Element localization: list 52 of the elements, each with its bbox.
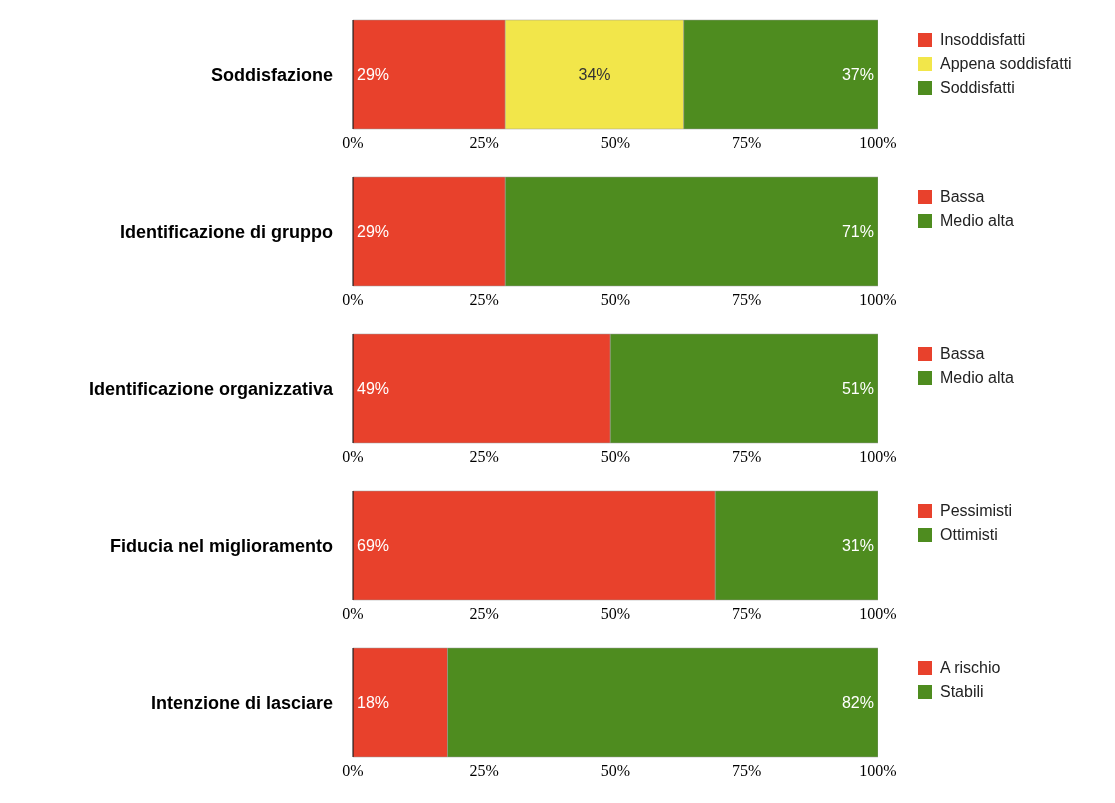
data-label: 82% <box>841 694 874 712</box>
x-tick-label: 50% <box>600 605 631 623</box>
x-tick-label: 0% <box>342 605 364 623</box>
x-tick-label: 75% <box>732 291 762 309</box>
x-tick-label: 100% <box>859 605 897 623</box>
x-tick-label: 100% <box>859 448 897 466</box>
legend-label: Insoddisfatti <box>940 30 1026 50</box>
text: Medio alta <box>940 368 1014 388</box>
data-label: 51% <box>841 380 874 398</box>
text: Soddisfatti <box>940 78 1015 98</box>
x-tick-label: 25% <box>469 605 499 623</box>
y-tick-label: Soddisfazione <box>210 64 333 85</box>
x-tick-label: 0% <box>342 762 364 780</box>
data-label: 29% <box>357 66 390 84</box>
x-tick-label: 0% <box>342 448 364 466</box>
y-tick-label: Fiducia nel miglioramento <box>109 535 333 556</box>
data-label: 37% <box>841 66 874 84</box>
data-label: 29% <box>357 223 390 241</box>
x-tick-label: 25% <box>469 448 499 466</box>
x-tick-label: 0% <box>342 134 364 152</box>
x-tick-label: 75% <box>732 605 762 623</box>
x-tick-label: 25% <box>469 134 499 152</box>
x-tick-label: 100% <box>859 134 897 152</box>
text: Medio alta <box>940 211 1014 231</box>
data-label: 18% <box>357 694 390 712</box>
legend-label: A rischio <box>940 658 1001 678</box>
x-tick-label: 0% <box>342 291 364 309</box>
x-tick-label: 50% <box>600 291 631 309</box>
x-tick-label: 50% <box>600 448 631 466</box>
data-label: 71% <box>841 223 874 241</box>
y-tick-label: Identificazione di gruppo <box>120 221 333 242</box>
x-tick-label: 50% <box>600 762 631 780</box>
x-tick-label: 25% <box>469 291 499 309</box>
legend-label: Bassa <box>940 344 985 364</box>
x-tick-label: 50% <box>600 134 631 152</box>
x-tick-label: 100% <box>859 762 897 780</box>
x-tick-label: 100% <box>859 291 897 309</box>
y-tick-label: Intenzione di lasciare <box>150 692 333 713</box>
legend-label: Bassa <box>940 187 985 207</box>
x-tick-label: 25% <box>469 762 499 780</box>
y-tick-label: Identificazione organizzativa <box>88 378 334 399</box>
text: Stabili <box>940 682 984 702</box>
data-label: 49% <box>357 380 390 398</box>
x-tick-label: 75% <box>732 762 762 780</box>
x-tick-label: 75% <box>732 448 762 466</box>
data-label: 69% <box>357 537 390 555</box>
data-label: 31% <box>841 537 874 555</box>
legend-label: Ottimisti <box>940 525 998 545</box>
text: Pessimisti <box>940 501 1013 521</box>
legend-label: Appena soddisfatti <box>940 54 1072 74</box>
x-tick-label: 75% <box>732 134 762 152</box>
data-label: 34% <box>578 66 611 84</box>
